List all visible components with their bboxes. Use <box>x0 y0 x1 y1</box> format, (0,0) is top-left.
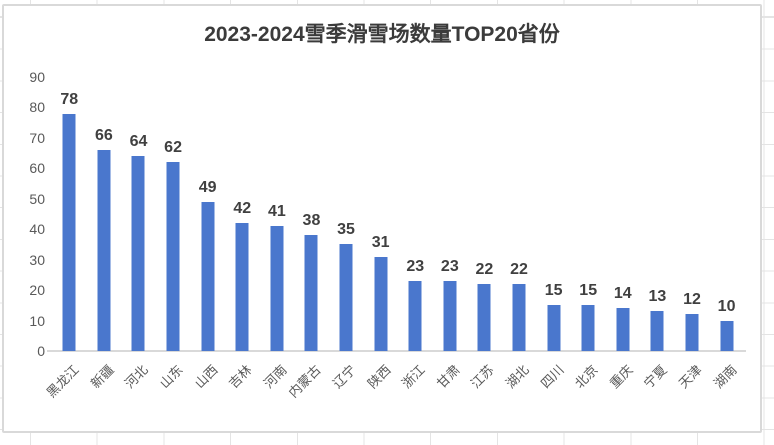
bar[interactable] <box>408 280 422 351</box>
x-axis-category-label: 新疆 <box>87 362 117 392</box>
x-axis-category-label: 陕西 <box>364 362 394 392</box>
bar-column: 41 河南 <box>260 77 295 391</box>
bar-value-label: 49 <box>198 178 217 196</box>
x-axis-category-label: 四川 <box>537 362 567 392</box>
x-axis-category-label: 辽宁 <box>329 362 359 392</box>
bar[interactable] <box>512 284 526 351</box>
bar-value-label: 13 <box>648 288 667 306</box>
bar-column: 66 新疆 <box>87 77 122 391</box>
y-axis-tick-label: 50 <box>29 190 45 207</box>
bar[interactable] <box>547 305 561 351</box>
y-axis-tick-label: 20 <box>29 282 45 299</box>
plot-area: 78 黑龙江 66 新疆 64 河北 62 山东 49 山西 42 吉林 41 河南 38 内蒙古 35 辽宁 31… <box>44 77 744 401</box>
bar-column: 62 山东 <box>156 77 191 391</box>
x-axis-category-label: 宁夏 <box>641 362 671 392</box>
bar[interactable] <box>166 162 180 351</box>
y-axis: 0 10 20 30 40 50 60 70 80 90 <box>4 6 45 431</box>
chart-object[interactable]: 2023-2024雪季滑雪场数量TOP20省份 0 10 20 30 40 50 60 70 8… <box>2 4 762 433</box>
y-axis-tick-label: 10 <box>29 312 45 329</box>
bar[interactable] <box>131 156 145 351</box>
bar-value-label: 12 <box>683 291 701 309</box>
bar-column: 42 吉林 <box>225 77 260 391</box>
y-axis-tick-label: 90 <box>29 69 45 85</box>
bar-column: 35 辽宁 <box>329 77 364 391</box>
bar[interactable] <box>339 244 353 351</box>
bar-value-label: 38 <box>302 212 321 230</box>
bar-value-label: 22 <box>510 261 528 279</box>
x-axis-category-label: 黑龙江 <box>43 362 83 401</box>
bar[interactable] <box>270 226 284 351</box>
x-axis-category-label: 山西 <box>191 362 221 392</box>
bar-column: 23 浙江 <box>398 77 433 391</box>
x-axis-category-label: 江苏 <box>468 362 498 392</box>
bar-value-label: 31 <box>371 233 390 251</box>
bar-value-label: 23 <box>406 257 425 275</box>
x-axis-category-label: 浙江 <box>398 362 428 392</box>
bar[interactable] <box>443 280 457 351</box>
x-axis-category-label: 甘肃 <box>433 362 463 392</box>
x-axis-category-label: 天津 <box>675 362 705 392</box>
bar[interactable] <box>477 284 491 351</box>
x-axis-category-label: 湖南 <box>710 362 740 392</box>
bar-column: 23 甘肃 <box>433 77 468 391</box>
bar-column: 12 天津 <box>675 77 710 391</box>
y-axis-tick-label: 60 <box>29 160 45 177</box>
bar-value-label: 15 <box>579 282 598 300</box>
bar-column: 22 湖北 <box>502 77 537 391</box>
bar-column: 49 山西 <box>190 77 225 391</box>
x-axis-category-label: 北京 <box>571 362 601 392</box>
bar-value-label: 62 <box>164 139 182 157</box>
x-axis-category-label: 山东 <box>156 362 186 392</box>
bar-value-label: 10 <box>717 297 736 315</box>
bar[interactable] <box>374 256 388 351</box>
bar[interactable] <box>304 235 318 351</box>
x-axis-line <box>47 350 746 352</box>
bar[interactable] <box>685 314 699 351</box>
bar-value-label: 22 <box>475 261 494 279</box>
bar[interactable] <box>235 223 249 351</box>
y-axis-tick-label: 70 <box>29 129 45 146</box>
bar-column: 22 江苏 <box>467 77 502 391</box>
bar[interactable] <box>201 201 215 351</box>
chart-title: 2023-2024雪季滑雪场数量TOP20省份 <box>204 23 560 46</box>
x-axis-category-label: 重庆 <box>606 362 636 392</box>
bar[interactable] <box>616 308 630 351</box>
bar-column: 31 陕西 <box>363 77 398 391</box>
bar-value-label: 42 <box>233 200 252 218</box>
x-axis-category-label: 内蒙古 <box>285 362 325 401</box>
x-axis-category-label: 湖北 <box>502 362 532 392</box>
bar[interactable] <box>720 320 734 351</box>
bar-column: 14 重庆 <box>606 77 641 391</box>
y-axis-tick-label: 80 <box>29 99 45 116</box>
bar-column: 13 宁夏 <box>640 77 675 391</box>
bar-value-label: 78 <box>60 90 79 108</box>
bar-column: 15 四川 <box>536 77 571 391</box>
y-axis-tick-label: 30 <box>29 251 45 268</box>
bar-column: 38 内蒙古 <box>286 77 329 400</box>
x-axis-category-label: 河北 <box>122 362 152 392</box>
bar[interactable] <box>62 113 76 351</box>
y-axis-tick-label: 40 <box>29 221 45 238</box>
bar-value-label: 64 <box>129 133 148 151</box>
bar-value-label: 15 <box>544 282 563 300</box>
bar-value-label: 41 <box>267 203 286 221</box>
bar-value-label: 14 <box>613 285 632 303</box>
bar[interactable] <box>650 311 664 351</box>
x-axis-category-label: 吉林 <box>225 362 255 392</box>
bar-value-label: 23 <box>440 257 459 275</box>
bar-value-label: 35 <box>337 221 355 239</box>
bar[interactable] <box>581 305 595 351</box>
bar-column: 10 湖南 <box>709 77 744 392</box>
bar[interactable] <box>97 150 111 351</box>
y-axis-tick-label: 0 <box>37 343 45 359</box>
bar-column: 64 河北 <box>121 77 156 391</box>
bar-value-label: 66 <box>94 127 113 145</box>
bar-column: 15 北京 <box>571 77 606 391</box>
bar-column: 78 黑龙江 <box>44 77 87 401</box>
